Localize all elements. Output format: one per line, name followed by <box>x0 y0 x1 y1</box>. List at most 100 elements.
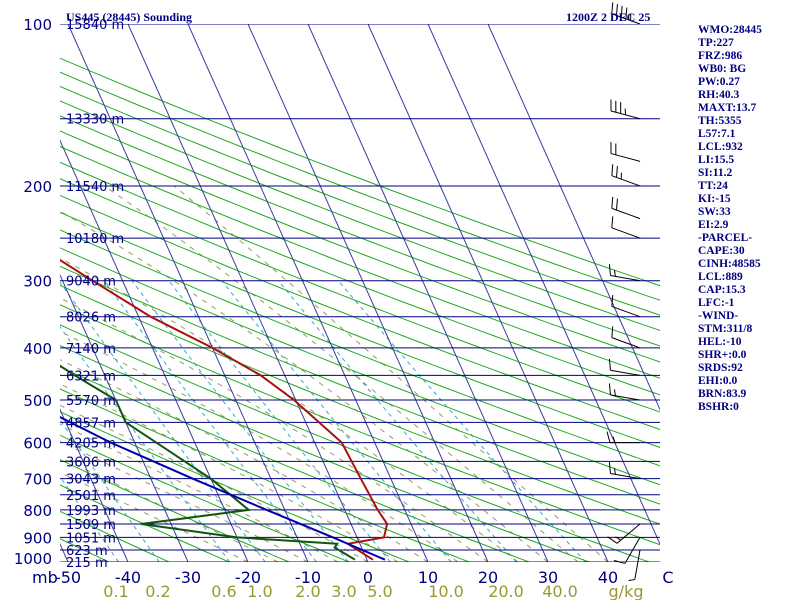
isotherm-line <box>307 24 549 562</box>
temperature-tick-label: -20 <box>235 568 261 587</box>
isotherm-line <box>367 24 609 562</box>
mixing-ratio-label: 20.0 <box>488 582 524 600</box>
height-label: 6321 m <box>66 369 116 384</box>
pressure-tick-label: 300 <box>23 273 52 291</box>
wind-barb <box>611 164 641 187</box>
wind-barb <box>608 383 641 401</box>
moist-adiabat-line <box>103 185 579 562</box>
wind-barb <box>628 549 641 581</box>
height-label: 11540 m <box>66 180 124 195</box>
mixing-ratio-label: 40.0 <box>542 582 578 600</box>
dewpoint-trace <box>60 364 356 561</box>
height-label: 4857 m <box>66 416 116 431</box>
wind-barb <box>608 264 641 282</box>
index-maxt: MAXT:13.7 <box>698 102 757 114</box>
wind-barb <box>611 196 641 220</box>
mixing-ratio-label: 2.0 <box>295 582 320 600</box>
wind-barb-flag <box>611 295 614 307</box>
moist-adiabat-line <box>60 359 429 562</box>
index-bshr: BSHR:0 <box>698 401 739 413</box>
wind-barb-flag <box>611 326 614 338</box>
station-title: US445 (28445) Sounding <box>66 10 193 24</box>
wind-barb-staff <box>634 549 641 580</box>
index-lfc: LFC:-1 <box>698 297 735 309</box>
mixing-ratio-label: 1.0 <box>247 582 272 600</box>
dry-adiabat-lines <box>60 57 660 562</box>
mixing-ratio-line <box>337 280 587 562</box>
pressure-tick-label: 800 <box>23 502 52 520</box>
temperature-tick-label: -50 <box>55 568 81 587</box>
parcel-heading: -PARCEL- <box>698 232 753 244</box>
moist-adiabat-line <box>60 404 369 562</box>
isotherm-line <box>60 139 249 562</box>
height-label: 9040 m <box>66 275 116 290</box>
wind-barb-staff <box>611 305 641 318</box>
isotherm-line <box>60 408 129 562</box>
wind-heading: -WIND- <box>698 310 739 322</box>
index-tp: TP:227 <box>698 37 734 49</box>
wind-barb-flag <box>611 2 614 14</box>
wind-barb-flag <box>611 196 614 209</box>
index-ei: EI:2.9 <box>698 219 729 231</box>
temperature-tick-label: 40 <box>598 568 618 587</box>
index-th: TH:5355 <box>698 115 742 127</box>
height-label: 215 m <box>66 556 108 571</box>
height-label: 15840 m <box>66 18 124 33</box>
temperature-tick-label: 10 <box>418 568 438 587</box>
dry-adiabat-line <box>60 265 660 505</box>
pressure-tick-label: 700 <box>23 471 52 489</box>
mixing-ratio-label: 0.2 <box>145 582 170 600</box>
mixing-ratio-label: 0.1 <box>103 582 128 600</box>
wind-barb-half-flag <box>615 536 622 541</box>
mixing-ratio-line <box>131 280 349 562</box>
mixing-ratio-line <box>103 280 317 562</box>
wind-barb-half-flag <box>612 436 616 443</box>
index-stm: STM:311/8 <box>698 323 753 335</box>
wind-barb-flag <box>608 462 611 474</box>
wind-barb-flag <box>613 559 626 564</box>
wind-barb <box>607 523 641 544</box>
index-ki: KI:-15 <box>698 193 731 205</box>
isotherm-line <box>247 24 489 562</box>
pressure-unit-label: mb <box>32 568 58 587</box>
index-l57: L57:7.1 <box>698 128 736 140</box>
mixing-ratio-label: 0.6 <box>211 582 236 600</box>
wind-barb <box>611 295 641 318</box>
mixing-ratio-line <box>60 475 119 562</box>
isotherm-lines <box>0 24 660 562</box>
wind-barb-half-flag <box>628 579 635 581</box>
wind-barb-flag <box>607 536 618 544</box>
temperature-tick-label: -30 <box>175 568 201 587</box>
wind-barb <box>610 142 641 162</box>
moist-adiabat-line <box>173 185 609 562</box>
pressure-tick-label: 1000 <box>14 550 52 568</box>
sounding-traces <box>60 258 389 561</box>
wind-barb-half-flag <box>613 389 616 396</box>
height-label: 2501 m <box>66 489 116 504</box>
wind-barbs <box>606 2 641 581</box>
wind-barb-half-flag <box>613 467 616 475</box>
mixing-ratio-label: 3.0 <box>331 582 356 600</box>
sounding-datetime: 1200Z 2 DEC 25 <box>566 10 651 24</box>
isotherm-line <box>0 24 8 562</box>
index-sw: SW:33 <box>698 206 731 218</box>
dry-adiabat-line <box>60 411 410 562</box>
height-label: 3043 m <box>66 473 116 488</box>
wind-barb <box>606 431 640 444</box>
wind-barb-flag <box>608 383 611 395</box>
wind-barb-staff <box>611 227 641 239</box>
temperature-trace <box>60 258 389 561</box>
pressure-tick-label: 400 <box>23 340 52 358</box>
temperature-tick-label: 20 <box>478 568 498 587</box>
wind-barb-flag <box>608 264 611 276</box>
index-ehi: EHI:0.0 <box>698 375 738 387</box>
index-cinh: CINH:48585 <box>698 258 761 270</box>
pressure-tick-label: 600 <box>23 435 52 453</box>
mixing-ratio-line <box>60 326 231 562</box>
index-pw: PW:0.27 <box>698 76 740 88</box>
height-label: 1509 m <box>66 518 116 533</box>
pressure-tick-label: 900 <box>23 529 52 547</box>
parcel-trace <box>60 416 386 561</box>
